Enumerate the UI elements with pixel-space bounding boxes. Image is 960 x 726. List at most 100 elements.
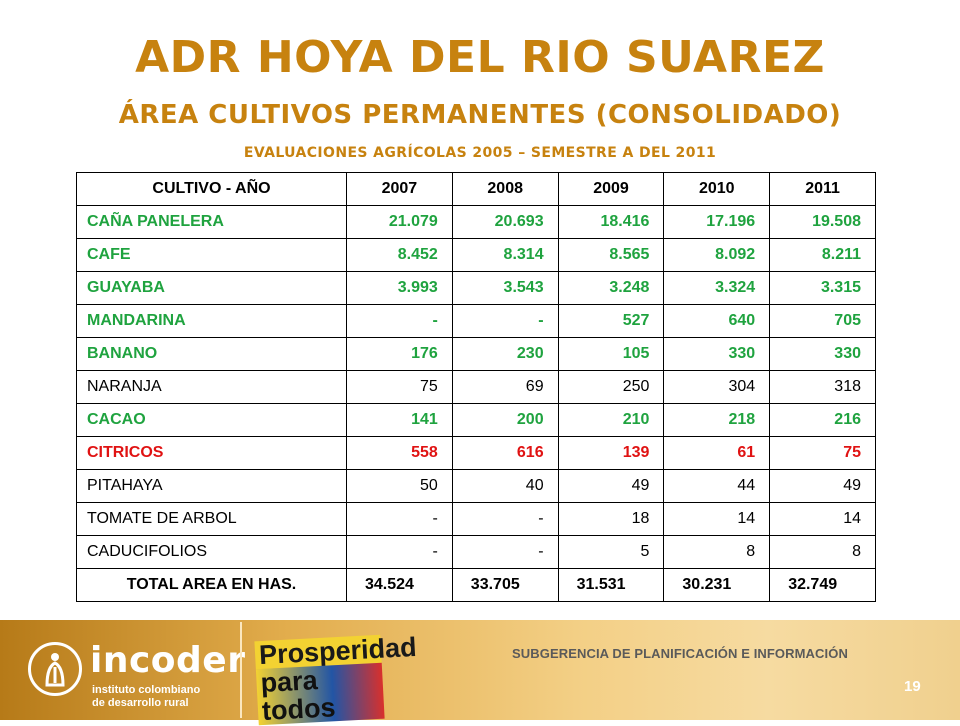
value-cell-2007: - (346, 304, 453, 338)
crop-name-cell: BANANO (76, 337, 347, 371)
table-body: CAÑA PANELERA 21.079 20.693 18.416 17.196 19.… (76, 205, 876, 569)
total-2008: 33.705 (451, 568, 559, 602)
value-cell-2007: 176 (346, 337, 453, 371)
slogan-line2: para todos (255, 662, 385, 726)
footer-band (0, 620, 960, 720)
org-name: incoder (90, 640, 246, 681)
value-cell-2010: 218 (663, 403, 771, 437)
value-cell-2007: - (346, 502, 453, 536)
table-total-row: TOTAL AREA EN HAS. 34.524 33.705 31.531 … (76, 568, 876, 602)
value-cell-2009: 210 (557, 403, 665, 437)
total-2011: 32.749 (769, 568, 876, 602)
value-cell-2007: 75 (346, 370, 453, 404)
value-cell-2010: 3.324 (663, 271, 771, 305)
table-row: CITRICOS 558 616 139 61 75 (76, 436, 876, 470)
total-label: TOTAL AREA EN HAS. (76, 568, 347, 602)
page-title: ADR HOYA DEL RIO SUAREZ (135, 32, 825, 83)
value-cell-2010: 17.196 (663, 205, 771, 239)
value-cell-2010: 44 (663, 469, 771, 503)
prosperidad-logo: Prosperidad para todos (254, 632, 417, 726)
table-row: BANANO 176 230 105 330 330 (76, 337, 876, 371)
value-cell-2007: 21.079 (346, 205, 453, 239)
crop-name-cell: MANDARINA (76, 304, 347, 338)
table-row: MANDARINA - -527 640 705 (76, 304, 876, 338)
header-2007: 2007 (346, 172, 453, 206)
header-2009: 2009 (557, 172, 665, 206)
value-cell-2007: 50 (346, 469, 453, 503)
table-row: CACAO 141 200 210 218 216 (76, 403, 876, 437)
value-cell-2010: 14 (663, 502, 771, 536)
value-cell-2009: 18.416 (557, 205, 665, 239)
value-cell-2010: 61 (663, 436, 771, 470)
value-cell-2010: 8.092 (663, 238, 771, 272)
total-2010: 30.231 (663, 568, 771, 602)
footer-divider (240, 622, 242, 718)
value-cell-2011: 330 (769, 337, 876, 371)
table-row: PITAHAYA 50 40 49 44 49 (76, 469, 876, 503)
value-cell-2007: - (346, 535, 453, 569)
table-row: CAÑA PANELERA 21.079 20.693 18.416 17.196 19.… (76, 205, 876, 239)
crop-name-cell: NARANJA (76, 370, 347, 404)
value-cell-2008: - (451, 304, 559, 338)
value-cell-2008: 230 (451, 337, 559, 371)
value-cell-2009: 18 (557, 502, 665, 536)
value-cell-2010: 8 (663, 535, 771, 569)
value-cell-2008: 69 (451, 370, 559, 404)
value-cell-2007: 558 (346, 436, 453, 470)
value-cell-2008: 40 (451, 469, 559, 503)
page-number: 19 (904, 678, 921, 695)
crop-area-table: CULTIVO - AÑO 2007 2008 2009 2010 2011 C… (76, 172, 876, 602)
value-cell-2008: 8.314 (451, 238, 559, 272)
value-cell-2007: 8.452 (346, 238, 453, 272)
value-cell-2009: 5 (557, 535, 665, 569)
value-cell-2009: 8.565 (557, 238, 665, 272)
header-2010: 2010 (663, 172, 771, 206)
value-cell-2011: 49 (769, 469, 876, 503)
value-cell-2009: 3.248 (557, 271, 665, 305)
page-subtitle: ÁREA CULTIVOS PERMANENTES (CONSOLIDADO) (118, 100, 842, 130)
table-row: CAFE 8.452 8.314 8.565 8.092 8.211 (76, 238, 876, 272)
value-cell-2011: 19.508 (769, 205, 876, 239)
value-cell-2011: 75 (769, 436, 876, 470)
value-cell-2011: 8.211 (769, 238, 876, 272)
table-row: NARANJA 75 69 250 304 318 (76, 370, 876, 404)
header-2008: 2008 (451, 172, 559, 206)
value-cell-2010: 640 (663, 304, 771, 338)
value-cell-2008: - (451, 502, 559, 536)
crop-name-cell: CACAO (76, 403, 347, 437)
value-cell-2008: 20.693 (451, 205, 559, 239)
value-cell-2009: 250 (557, 370, 665, 404)
value-cell-2011: 3.315 (769, 271, 876, 305)
table-row: TOMATE DE ARBOL - -18 14 14 (76, 502, 876, 536)
crop-name-cell: PITAHAYA (76, 469, 347, 503)
table-header-row: CULTIVO - AÑO 2007 2008 2009 2010 2011 (76, 172, 876, 206)
value-cell-2010: 304 (663, 370, 771, 404)
value-cell-2008: - (451, 535, 559, 569)
org-subtitle-line1: instituto colombiano (92, 684, 201, 696)
header-crop-year: CULTIVO - AÑO (76, 172, 347, 206)
org-subtitle-line2: de desarrollo rural (92, 697, 189, 709)
total-2007: 34.524 (346, 568, 453, 602)
value-cell-2009: 105 (557, 337, 665, 371)
crop-name-cell: GUAYABA (76, 271, 347, 305)
crop-name-cell: CADUCIFOLIOS (76, 535, 347, 569)
department-label: SUBGERENCIA DE PLANIFICACIÓN E INFORMACI… (512, 646, 848, 661)
crop-name-cell: CITRICOS (76, 436, 347, 470)
crop-name-cell: TOMATE DE ARBOL (76, 502, 347, 536)
incoder-logo-icon (28, 642, 82, 696)
crop-name-cell: CAÑA PANELERA (76, 205, 347, 239)
value-cell-2011: 318 (769, 370, 876, 404)
value-cell-2011: 216 (769, 403, 876, 437)
value-cell-2010: 330 (663, 337, 771, 371)
value-cell-2009: 527 (557, 304, 665, 338)
value-cell-2007: 141 (346, 403, 453, 437)
value-cell-2011: 8 (769, 535, 876, 569)
value-cell-2009: 49 (557, 469, 665, 503)
value-cell-2011: 14 (769, 502, 876, 536)
value-cell-2008: 616 (451, 436, 559, 470)
header-2011: 2011 (769, 172, 876, 206)
table-row: CADUCIFOLIOS - -5 8 8 (76, 535, 876, 569)
value-cell-2008: 200 (451, 403, 559, 437)
value-cell-2007: 3.993 (346, 271, 453, 305)
page-subtitle-secondary: EVALUACIONES AGRÍCOLAS 2005 – SEMESTRE A… (243, 145, 717, 161)
